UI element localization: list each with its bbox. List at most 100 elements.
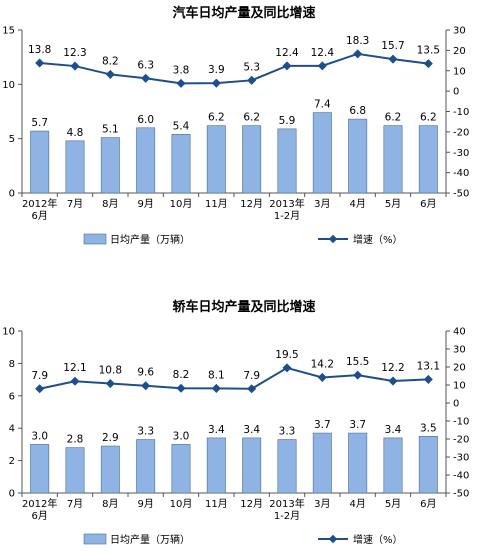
bar-data-label: 3.7 bbox=[314, 419, 331, 431]
bar bbox=[348, 118, 368, 194]
bar-data-label: 3.7 bbox=[349, 419, 366, 431]
bar bbox=[348, 432, 368, 494]
bar-data-label: 6.8 bbox=[349, 105, 366, 117]
right-tick-label: -40 bbox=[453, 471, 469, 482]
line-point bbox=[211, 78, 221, 88]
bar bbox=[136, 127, 156, 194]
legend-bar-label: 日均产量（万辆） bbox=[110, 233, 190, 246]
bar bbox=[242, 125, 262, 194]
bar-data-label: 6.0 bbox=[137, 114, 154, 126]
x-tick-label: 2012年 bbox=[22, 197, 57, 210]
line-data-label: 3.9 bbox=[208, 64, 225, 76]
x-tick-label: 11月 bbox=[205, 498, 228, 510]
x-tick-label: 12月 bbox=[240, 198, 263, 210]
x-tick-label: 6月 bbox=[420, 198, 436, 210]
legend-line-marker bbox=[328, 534, 338, 544]
left-tick-label: 10 bbox=[2, 327, 15, 338]
right-tick-label: -30 bbox=[453, 453, 469, 464]
x-tick-label: 1-2月 bbox=[274, 210, 300, 222]
line-point bbox=[141, 73, 151, 83]
bar-data-label: 3.0 bbox=[173, 430, 190, 442]
bar-data-label: 7.4 bbox=[314, 99, 331, 111]
x-tick-label: 3月 bbox=[314, 198, 330, 210]
line-data-label: 8.1 bbox=[208, 369, 225, 381]
line-point bbox=[388, 54, 398, 64]
x-tick-label: 8月 bbox=[102, 498, 118, 510]
chart-svg-sedan: 0246810-50-40-30-20-100102030402012年6月7月… bbox=[2, 327, 469, 547]
line-point bbox=[35, 384, 45, 394]
bar-data-label: 3.3 bbox=[279, 426, 296, 438]
x-tick-label: 7月 bbox=[67, 198, 83, 210]
right-tick-label: 10 bbox=[453, 381, 466, 392]
line-data-label: 12.4 bbox=[275, 47, 299, 59]
x-tick-label: 4月 bbox=[349, 498, 365, 510]
x-tick-label: 3月 bbox=[314, 498, 330, 510]
bar bbox=[312, 112, 332, 194]
line-data-label: 6.3 bbox=[137, 59, 154, 71]
bar bbox=[383, 437, 403, 494]
x-tick-label: 2013年 bbox=[269, 197, 304, 210]
x-tick-label: 11月 bbox=[205, 198, 228, 210]
bar bbox=[30, 444, 50, 494]
line-data-label: 12.1 bbox=[63, 362, 86, 374]
line-point bbox=[105, 69, 115, 79]
line-point bbox=[423, 59, 433, 69]
bar bbox=[171, 444, 191, 494]
bar-data-label: 3.5 bbox=[420, 422, 437, 434]
x-tick-label: 5月 bbox=[385, 498, 401, 510]
x-tick-label: 5月 bbox=[385, 198, 401, 210]
right-tick-label: -50 bbox=[453, 489, 469, 500]
chart-title: 汽车日均产量及同比增速 bbox=[172, 6, 316, 21]
left-tick-label: 4 bbox=[9, 424, 15, 435]
bar bbox=[100, 445, 120, 494]
line-point bbox=[423, 374, 433, 384]
x-tick-label: 10月 bbox=[170, 198, 193, 210]
chart-sedan-production: 轿车日均产量及同比增速 0 2 4 6 8 10 -50 -40 -30 -20 -10 0 10 20 3… bbox=[0, 294, 488, 552]
x-tick-label: 6月 bbox=[420, 498, 436, 510]
line-data-label: 10.8 bbox=[99, 365, 122, 377]
right-tick-label: -10 bbox=[453, 107, 469, 118]
line-data-label: 19.5 bbox=[275, 349, 298, 361]
right-tick-label: 40 bbox=[453, 327, 466, 338]
line-point bbox=[35, 58, 45, 68]
bar-data-label: 3.3 bbox=[137, 426, 154, 438]
legend-line-label: 增速（%） bbox=[353, 533, 403, 546]
bar bbox=[136, 439, 156, 494]
x-tick-label: 4月 bbox=[349, 198, 365, 210]
legend-bar-label: 日均产量（万辆） bbox=[110, 533, 190, 546]
bar bbox=[30, 130, 50, 194]
left-tick-label: 0 bbox=[9, 189, 15, 200]
line-data-label: 5.3 bbox=[243, 61, 260, 73]
bar bbox=[418, 436, 438, 494]
bar-data-label: 6.2 bbox=[420, 112, 437, 124]
line-point bbox=[353, 49, 363, 59]
line-data-label: 8.2 bbox=[173, 369, 190, 381]
right-tick-label: -10 bbox=[453, 417, 469, 428]
bar-data-label: 3.4 bbox=[243, 424, 260, 436]
left-tick-label: 5 bbox=[9, 134, 15, 145]
line-point bbox=[70, 376, 80, 386]
bar-data-label: 5.7 bbox=[31, 117, 48, 129]
x-tick-label: 6月 bbox=[31, 210, 47, 222]
legend-bar-swatch bbox=[83, 533, 107, 545]
bar bbox=[206, 125, 226, 194]
chart-title: 轿车日均产量及同比增速 bbox=[172, 300, 316, 315]
bar-data-label: 3.4 bbox=[385, 424, 402, 436]
line-point bbox=[353, 370, 363, 380]
line-data-label: 15.5 bbox=[346, 356, 369, 368]
growth-line bbox=[39, 366, 429, 390]
bar bbox=[277, 128, 297, 194]
line-point bbox=[211, 383, 221, 393]
bar bbox=[171, 134, 191, 194]
x-tick-label: 12月 bbox=[240, 498, 263, 510]
line-point bbox=[176, 383, 186, 393]
left-tick-label: 6 bbox=[9, 391, 15, 402]
right-tick-label: 0 bbox=[453, 399, 459, 410]
right-tick-label: 0 bbox=[453, 87, 459, 98]
bar-data-label: 2.9 bbox=[102, 432, 119, 444]
bar bbox=[383, 125, 403, 194]
bar-data-label: 4.8 bbox=[67, 127, 84, 139]
bar-data-label: 6.2 bbox=[208, 112, 225, 124]
left-tick-label: 15 bbox=[2, 26, 15, 37]
line-data-label: 13.8 bbox=[28, 44, 51, 56]
